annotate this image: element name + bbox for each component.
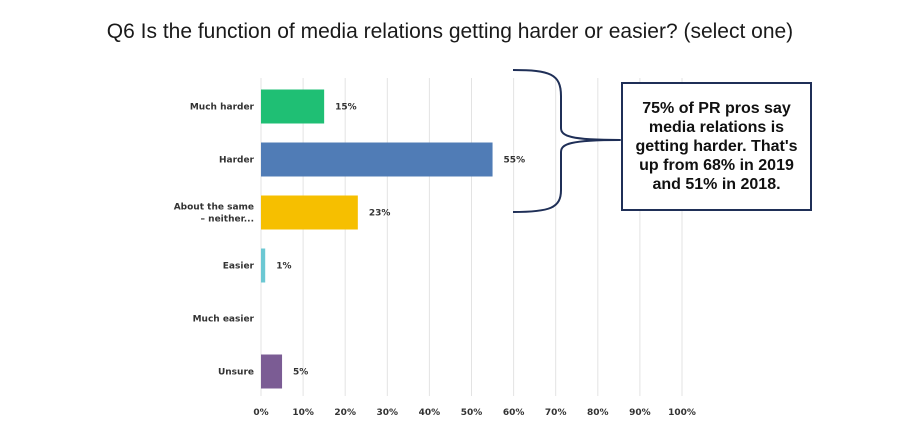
x-tick-label: 90% xyxy=(629,408,651,418)
category-label: Easier xyxy=(223,262,255,272)
bar xyxy=(261,89,325,124)
bar xyxy=(261,142,493,177)
callout-text: 75% of PR pros say media relations is ge… xyxy=(635,100,798,193)
x-tick-label: 60% xyxy=(503,408,525,418)
gridlines xyxy=(260,78,683,396)
x-tick-label: 50% xyxy=(461,408,483,418)
value-label: 55% xyxy=(504,156,526,166)
category-label: Much harder xyxy=(190,103,255,113)
bar xyxy=(261,195,358,230)
value-label: 5% xyxy=(293,368,308,378)
grouping-brace xyxy=(512,69,621,213)
value-label: 23% xyxy=(369,209,391,219)
category-labels: Much harder Harder About the same – neither… xyxy=(174,103,255,378)
category-label: Harder xyxy=(219,156,255,166)
category-label: Unsure xyxy=(218,368,254,378)
chart-title: Q6 Is the function of media relations ge… xyxy=(106,20,794,43)
x-tick-label: 30% xyxy=(377,408,399,418)
value-label: 15% xyxy=(335,103,357,113)
bar xyxy=(261,354,283,389)
category-label: – neither... xyxy=(201,215,254,225)
x-tick-label: 70% xyxy=(545,408,567,418)
bar xyxy=(261,248,266,283)
bars xyxy=(261,89,493,389)
value-labels: 15% 55% 23% 1% 5% xyxy=(276,103,525,378)
category-label: Much easier xyxy=(193,315,255,325)
x-tick-label: 100% xyxy=(668,408,696,418)
category-label: About the same xyxy=(174,203,254,213)
x-axis-ticks: 0% 10% 20% 30% 40% 50% 60% 70% 80% 90% 100% xyxy=(253,408,696,418)
value-label: 1% xyxy=(276,262,291,272)
x-tick-label: 80% xyxy=(587,408,609,418)
x-tick-label: 40% xyxy=(419,408,441,418)
callout-box: 75% of PR pros say media relations is ge… xyxy=(621,82,812,211)
x-tick-label: 20% xyxy=(334,408,356,418)
x-tick-label: 10% xyxy=(292,408,314,418)
x-tick-label: 0% xyxy=(253,408,268,418)
